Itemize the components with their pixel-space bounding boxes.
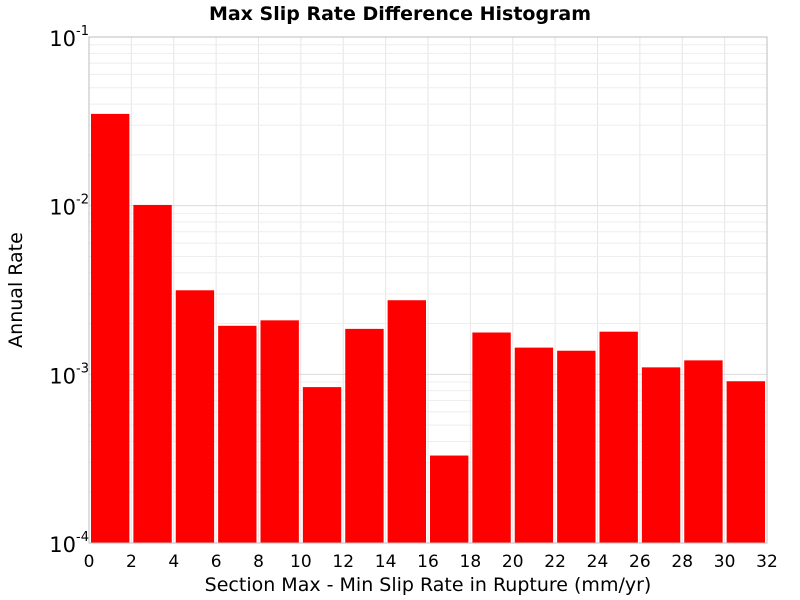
bar [684, 360, 723, 543]
y-tick-exponent: -4 [76, 530, 89, 545]
bar [641, 367, 681, 543]
y-tick-label: 10 -1 [49, 24, 89, 51]
y-tick-exponent: -3 [76, 361, 89, 376]
bar [218, 325, 257, 543]
y-axis-label: Annual Rate [5, 232, 27, 348]
x-tick-label: 14 [375, 552, 397, 572]
bar [260, 320, 299, 543]
bar [599, 331, 638, 543]
bar [302, 387, 342, 543]
bar [514, 347, 554, 543]
x-tick-label: 12 [332, 552, 354, 572]
x-tick-label: 26 [629, 552, 651, 572]
x-tick-label: 20 [502, 552, 524, 572]
x-tick-label: 6 [211, 552, 222, 572]
x-tick-label: 28 [671, 552, 693, 572]
y-tick-exponent: -2 [76, 193, 89, 208]
x-axis-label: Section Max - Min Slip Rate in Rupture (… [205, 574, 652, 596]
y-tick-base: 10 [49, 364, 76, 388]
x-tick-label: 22 [544, 552, 566, 572]
bar [387, 300, 426, 543]
chart-title: Max Slip Rate Difference Histogram [209, 3, 591, 25]
bar [133, 204, 172, 543]
x-tick-label: 2 [126, 552, 137, 572]
y-tick-base: 10 [49, 27, 76, 51]
x-tick-label: 18 [460, 552, 482, 572]
x-tick-label: 16 [417, 552, 439, 572]
bar [175, 290, 215, 543]
bar [345, 328, 384, 543]
plot-frame [88, 36, 768, 544]
y-tick-base: 10 [49, 196, 76, 220]
x-tick-label: 32 [756, 552, 778, 572]
bar [430, 455, 469, 543]
x-axis-ticks: 0 2 4 6 8 10 12 14 16 18 20 22 24 26 28 30 32 [84, 552, 778, 572]
x-tick-label: 0 [84, 552, 95, 572]
bar [91, 113, 130, 544]
x-tick-label: 8 [253, 552, 264, 572]
x-tick-label: 4 [168, 552, 179, 572]
y-axis-ticks: 10-110-210-310-4 [49, 24, 89, 557]
bar [472, 332, 511, 543]
bar [557, 350, 596, 543]
x-tick-label: 10 [290, 552, 312, 572]
y-tick-base: 10 [49, 533, 76, 557]
y-tick-label: 10 -4 [49, 530, 89, 557]
y-tick-exponent: -1 [76, 24, 89, 39]
x-tick-label: 30 [714, 552, 736, 572]
x-tick-label: 24 [587, 552, 609, 572]
y-tick-label: 10 -3 [49, 361, 89, 388]
bars [91, 113, 765, 544]
bar [726, 381, 765, 543]
y-tick-label: 10 -2 [49, 193, 89, 220]
